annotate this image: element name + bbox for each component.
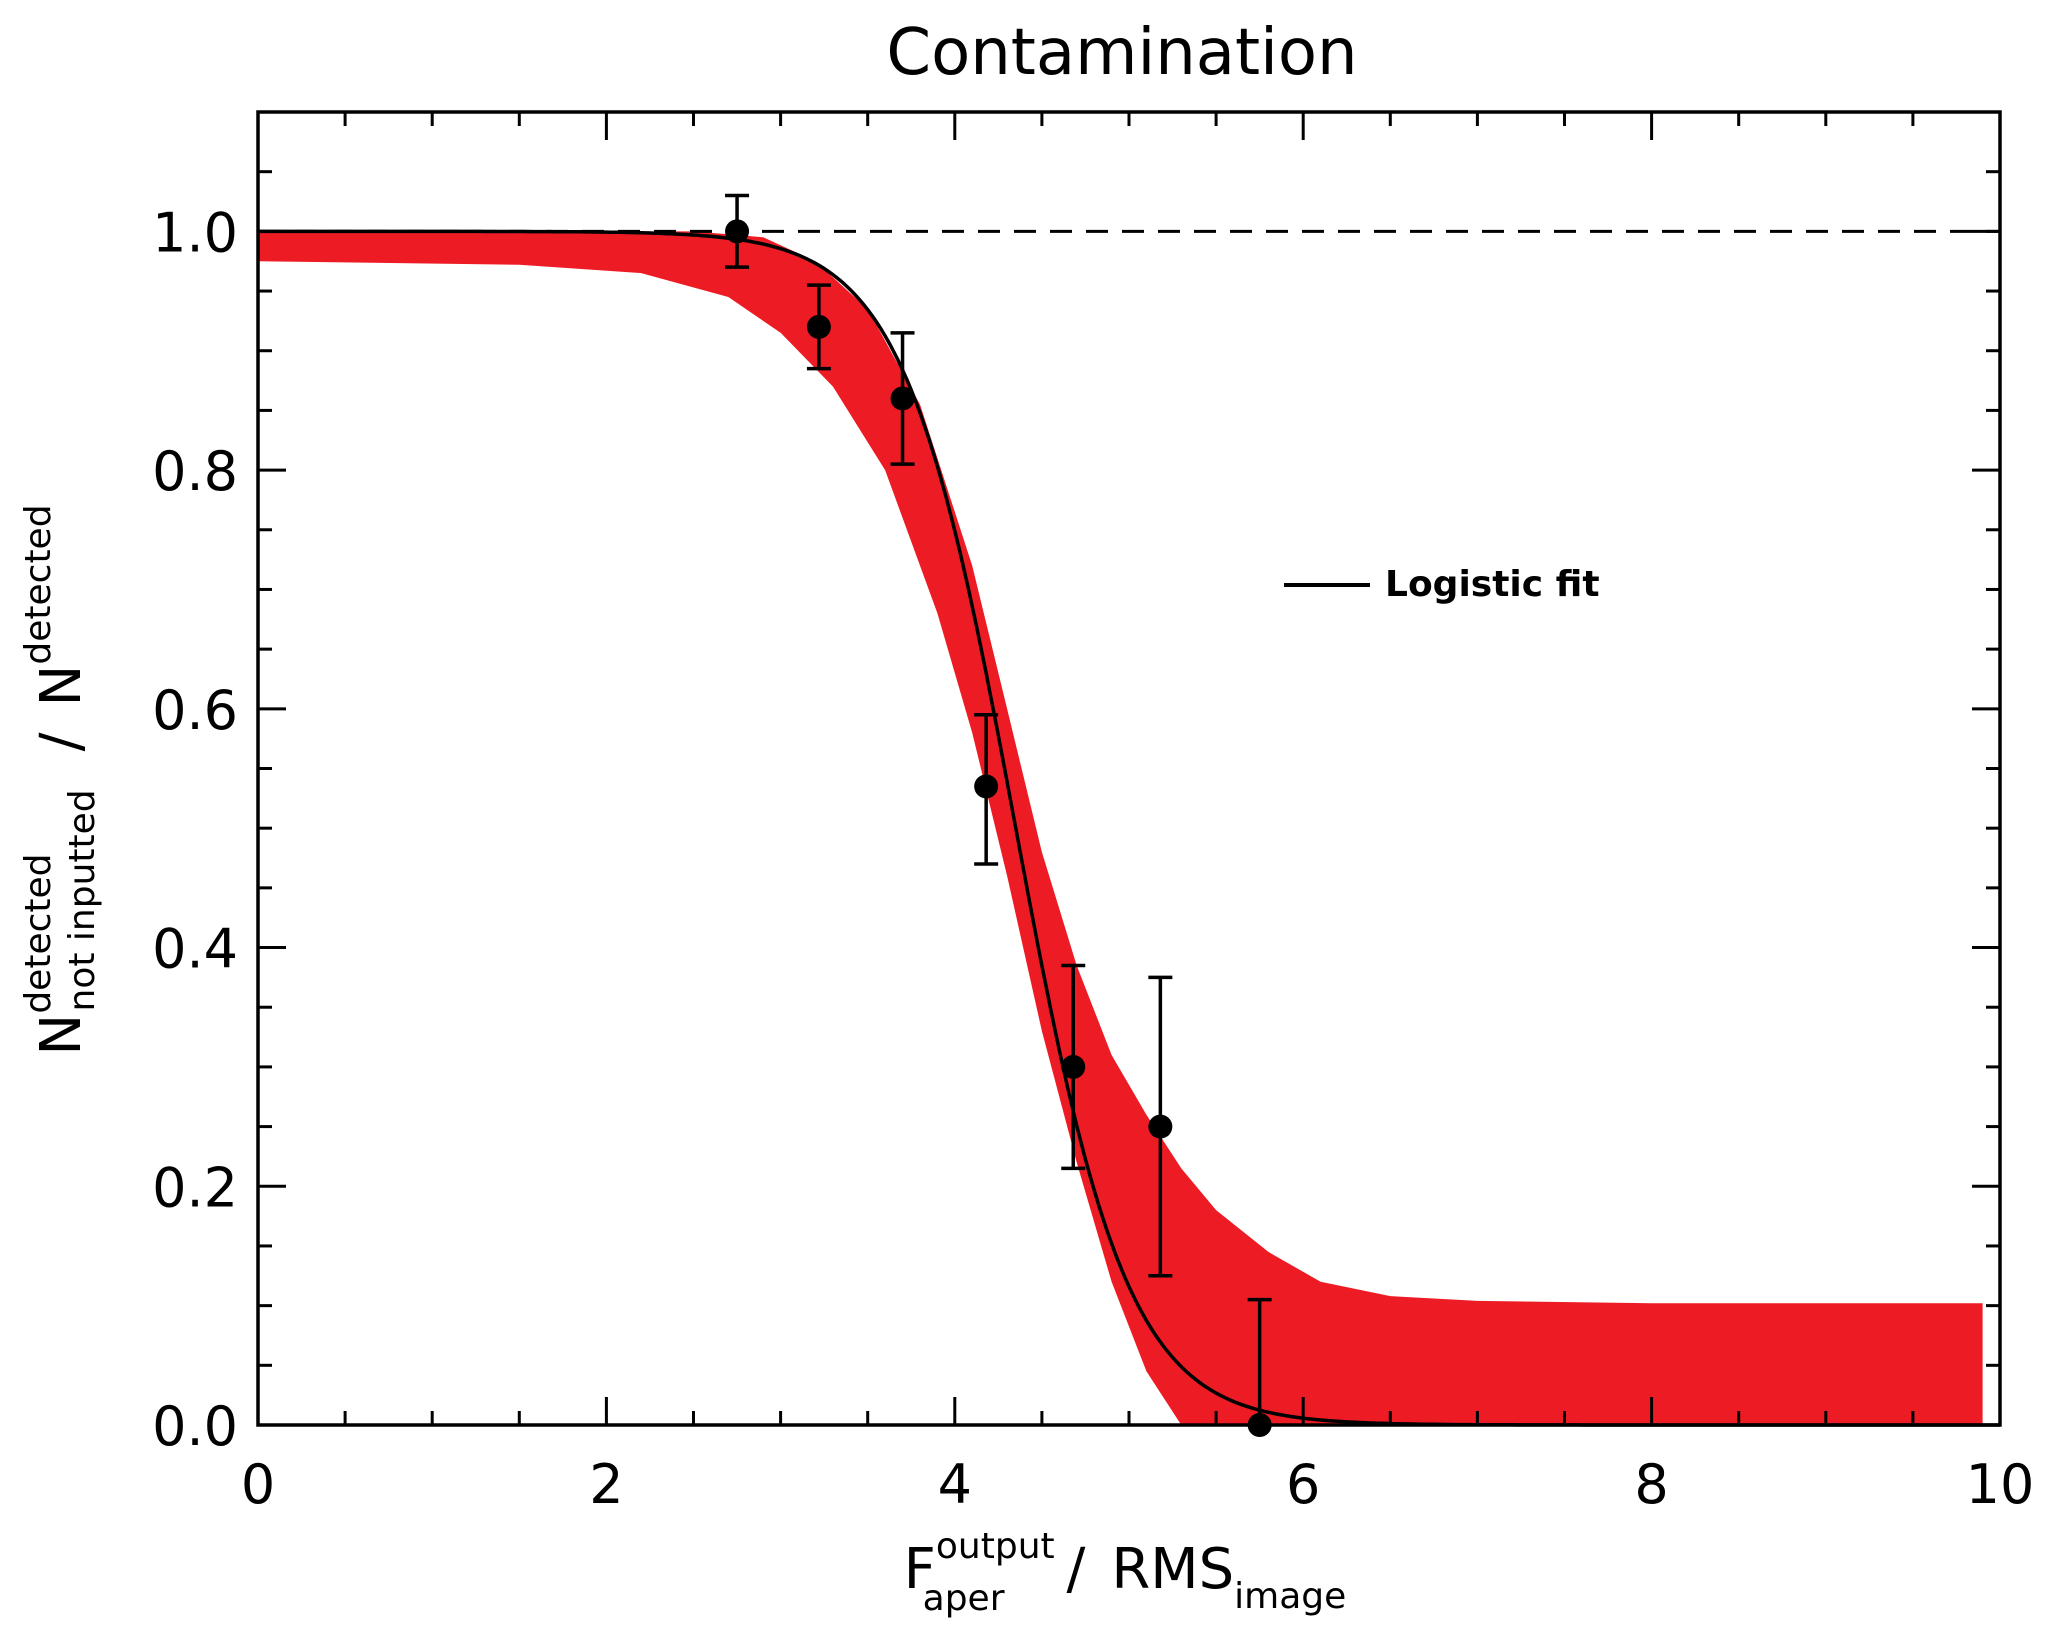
x-label-main: F [904,1537,936,1602]
x-tick-label: 6 [1286,1453,1320,1516]
x-label-main2: RMS [1111,1537,1234,1602]
y-tick-label: 0.8 [152,440,238,503]
y-label-subscript: not inputted [62,789,103,1011]
x-tick-label: 10 [1966,1453,2035,1516]
y-label-separator: / [29,732,94,751]
x-tick-label: 2 [589,1453,623,1516]
chart-title: Contamination [886,16,1357,90]
x-tick-label: 4 [938,1453,972,1516]
x-tick-label: 0 [241,1453,275,1516]
y-label-superscript2: detected [18,504,59,664]
data-point [974,774,999,799]
data-point [890,386,915,411]
y-label-main: N [29,1014,94,1056]
x-label-superscript: output [936,1526,1055,1567]
data-point [725,219,750,244]
x-label-subscript: aper [923,1578,1005,1619]
legend: Logistic fit [1284,564,1600,605]
x-tick-label: 8 [1634,1453,1668,1516]
y-tick-labels: 0.0 0.2 0.4 0.6 0.8 1.0 [152,201,238,1458]
x-label-subscript2: image [1234,1576,1346,1617]
data-point [1061,1054,1086,1079]
svg-text:Ndetectednot inputted/Ndetecte: Ndetectednot inputted/Ndetected [18,504,103,1055]
y-axis-label: Ndetectednot inputted/Ndetected [18,504,103,1055]
axis-ticks [256,110,2002,1427]
y-label-superscript: detected [18,854,59,1014]
x-label-separator: / [1067,1537,1086,1602]
y-tick-label: 0.6 [152,679,238,742]
confidence-band [258,231,1983,1425]
legend-label: Logistic fit [1385,564,1600,605]
data-points [725,193,1272,1437]
y-tick-label: 0.2 [152,1156,238,1219]
y-label-main2: N [29,665,94,707]
y-tick-label: 0.0 [152,1395,238,1458]
x-tick-labels: 0 2 4 6 8 10 [241,1453,2035,1516]
x-axis-label: Foutput aper / RMSimage [904,1526,1347,1619]
data-point [1148,1114,1173,1139]
y-tick-label: 1.0 [152,201,238,264]
data-point [806,314,831,339]
y-tick-label: 0.4 [152,918,238,981]
